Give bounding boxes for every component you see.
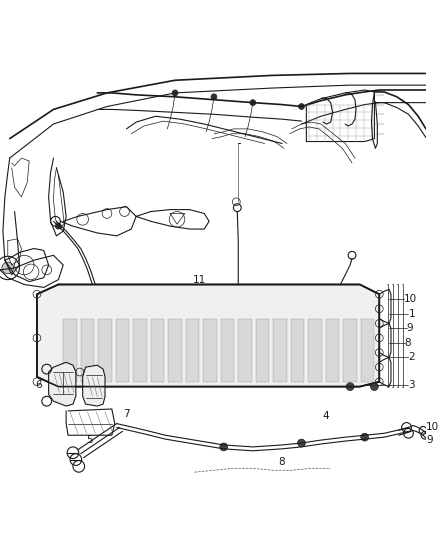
Circle shape: [346, 383, 354, 391]
Text: 8: 8: [279, 457, 285, 467]
Circle shape: [297, 439, 305, 447]
Polygon shape: [238, 319, 252, 382]
Text: 5: 5: [86, 435, 93, 445]
Polygon shape: [83, 365, 105, 406]
Circle shape: [299, 103, 304, 109]
Polygon shape: [186, 319, 199, 382]
Circle shape: [172, 90, 178, 96]
Polygon shape: [221, 319, 234, 382]
Polygon shape: [273, 319, 287, 382]
Text: 11: 11: [193, 274, 206, 285]
Circle shape: [250, 100, 256, 106]
Polygon shape: [98, 319, 112, 382]
Text: 10: 10: [403, 294, 417, 304]
Circle shape: [371, 383, 378, 391]
Polygon shape: [168, 319, 182, 382]
Text: 6: 6: [35, 379, 42, 390]
Polygon shape: [343, 319, 357, 382]
Circle shape: [211, 94, 217, 100]
Circle shape: [56, 223, 61, 229]
Circle shape: [361, 433, 369, 441]
Text: 9: 9: [406, 323, 413, 333]
Polygon shape: [291, 319, 304, 382]
Text: 7: 7: [123, 409, 130, 419]
Polygon shape: [63, 319, 77, 382]
Polygon shape: [361, 319, 374, 382]
Polygon shape: [256, 319, 269, 382]
Polygon shape: [49, 362, 76, 406]
Polygon shape: [81, 319, 94, 382]
Text: 4: 4: [322, 411, 329, 421]
Polygon shape: [133, 319, 147, 382]
Polygon shape: [203, 319, 217, 382]
Polygon shape: [116, 319, 129, 382]
Text: 10: 10: [426, 423, 438, 432]
Text: 3: 3: [409, 379, 415, 390]
Text: 2: 2: [409, 352, 415, 362]
Polygon shape: [326, 319, 339, 382]
Circle shape: [220, 443, 228, 451]
Polygon shape: [151, 319, 164, 382]
Text: 9: 9: [426, 435, 433, 445]
Polygon shape: [308, 319, 322, 382]
Polygon shape: [37, 285, 379, 386]
Text: 1: 1: [409, 309, 415, 319]
Text: 8: 8: [405, 338, 411, 348]
Circle shape: [2, 262, 14, 274]
